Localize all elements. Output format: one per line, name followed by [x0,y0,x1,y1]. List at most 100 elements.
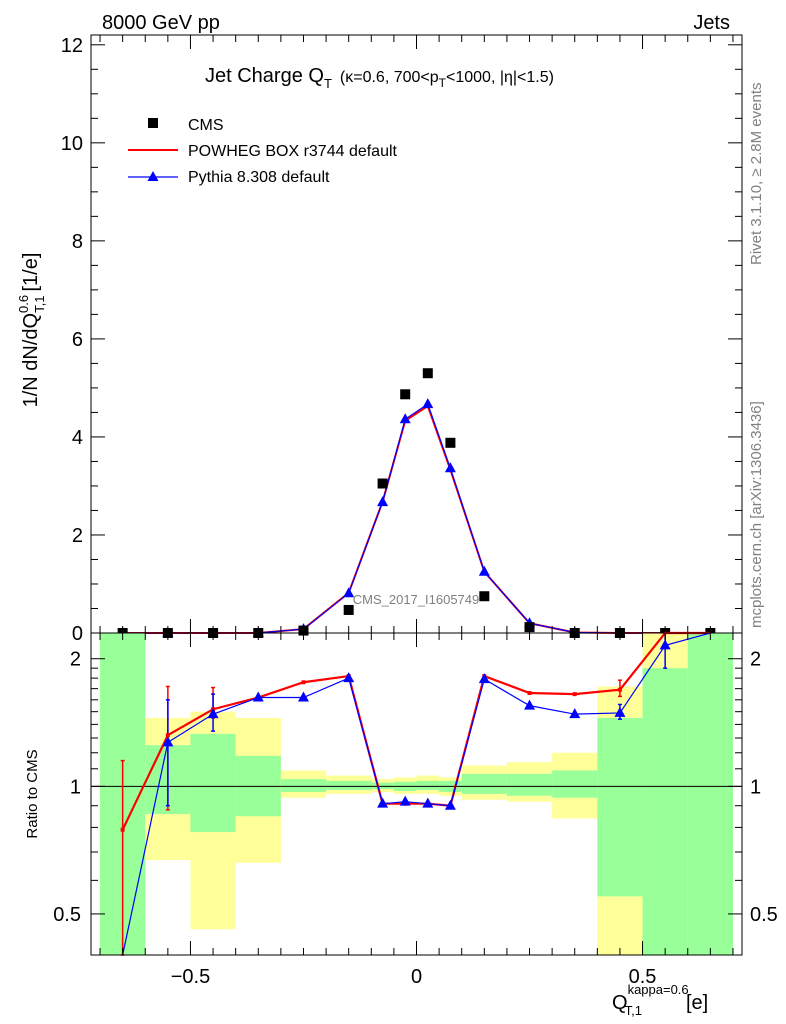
pythia-ratio-point [614,706,626,717]
main-y-tick-label: 2 [72,525,83,547]
header-process-label: Jets [693,12,730,34]
pythia-main-point [478,565,490,576]
legend-cms-label: CMS [188,117,224,134]
ratio-x-axis: −0.5 0 0.5 [99,633,734,988]
rivet-version-label: Rivet 3.1.10, ≥ 2.8M events [748,83,765,266]
ylabel-main: 1/N dN/dQ [20,313,42,407]
title-extra-sub: T [439,76,447,90]
ratio-y-axis-label: Ratio to CMS [24,749,41,838]
mcplots-credit-label: mcplots.cern.ch [arXiv:1306.3436] [748,401,765,628]
pythia-ratio-point [478,673,490,684]
legend-entry-powheg: POWHEG BOX r3744 default [128,143,398,160]
legend: CMS POWHEG BOX r3744 default Pythia 8.30… [128,117,398,186]
ratio-band-green [687,633,733,955]
ratio-band-green [280,779,327,792]
ylabel-sub: T,1 [32,296,47,313]
ratio-plot-marks [91,631,742,956]
x-axis-label: Qkappa=0.6 T,1 [e] [612,982,708,1018]
main-y-tick-label: 0 [72,623,83,645]
pythia-main-point [422,398,434,409]
x-tick-label: 0 [411,966,422,988]
ratio-band-green [326,780,372,791]
pythia-ratio-point [297,691,309,702]
main-y-axis: 0 2 4 6 8 10 12 [61,35,742,645]
powheg-ratio-point [527,691,532,696]
ratio-y-tick-label-right: 1 [750,776,761,798]
x-tick-label: −0.5 [171,966,210,988]
xlabel-unit: [e] [686,992,708,1014]
main-y-tick-label: 8 [72,231,83,253]
ratio-y-tick-label-right: 2 [750,649,761,671]
ylabel-unit: [1/e] [20,253,42,292]
ratio-band-green [642,668,688,955]
header-energy-label: 8000 GeV pp [102,12,220,34]
xlabel-sup: kappa=0.6 [628,982,689,997]
pythia-ratio-point [569,708,581,719]
pythia-ratio-point [524,699,536,710]
ratio-band-green [190,733,236,833]
ratio-y-tick-label: 1 [70,776,81,798]
main-x-ticks [99,35,734,633]
xlabel-sub: T,1 [625,1003,642,1018]
ratio-panel: 0.5 0.5 1 1 2 2 −0.5 0 0.5 Ratio to CMS Qkappa=… [24,631,778,1018]
pythia-ratio-point [343,672,355,683]
cms-data-point [479,591,490,602]
title-main: Jet Charge Q [205,65,324,87]
cms-data-point [422,368,433,379]
legend-powheg-label: POWHEG BOX r3744 default [188,143,398,160]
legend-pythia-label: Pythia 8.308 default [188,169,330,186]
legend-cms-marker [148,118,158,128]
pythia-main-point [444,462,456,473]
legend-entry-cms: CMS [148,117,224,134]
legend-pythia-marker [147,171,159,181]
title-extra: (κ=0.6, 700<p [340,69,439,86]
pythia-ratio-point [422,797,434,808]
cms-data-point [445,437,456,448]
ylabel-sup: 0.6 [16,295,31,313]
legend-entry-pythia: Pythia 8.308 default [128,169,330,186]
pythia-ratio-point [659,639,671,650]
ratio-y-axis: 0.5 0.5 1 1 2 2 [53,649,778,926]
powheg-ratio-point [120,827,125,832]
ratio-band-green [597,717,643,897]
pythia-main-point [377,496,389,507]
ratio-y-tick-label-right: 0.5 [750,904,778,926]
ratio-uncertainty-bands [100,633,733,955]
powheg-ratio-line [121,631,711,831]
chart-title: Jet Charge QT (κ=0.6, 700<pT<1000, |η|<1.… [205,65,554,91]
powheg-ratio-point [617,687,622,692]
pythia-main-point [343,587,355,598]
powheg-ratio-point [165,733,170,738]
cms-data-point [400,389,411,400]
pythia-main-point [399,413,411,424]
main-y-tick-label: 10 [61,133,83,155]
powheg-ratio-point [301,680,306,685]
ratio-y-tick-label: 0.5 [53,904,81,926]
main-y-tick-label: 6 [72,329,83,351]
main-y-tick-label: 4 [72,427,83,449]
ratio-band-green [461,773,507,794]
pythia-ratio-point [377,797,389,808]
pythia-ratio-point [444,799,456,810]
ratio-band-green [416,780,440,791]
main-y-axis-label: 1/N dN/dQ0.6T,1 [1/e] [16,253,47,408]
pythia-ratio-point [207,708,219,719]
pythia-ratio-line [122,632,711,956]
main-y-tick-label: 12 [61,35,83,57]
pythia-ratio-point [252,691,264,702]
cms-data-point [377,478,388,489]
ratio-band-green [552,770,598,798]
ratio-band-green [506,773,553,796]
pythia-ratio-point [399,795,411,806]
ratio-y-tick-label: 2 [70,649,81,671]
pythia-ratio-point [162,736,174,747]
analysis-watermark: CMS_2017_I1605749 [353,592,480,607]
title-sub: T [324,76,332,91]
title-extra2: <1000, |η|<1.5) [446,69,554,86]
x-tick-label: 0.5 [629,966,657,988]
xlabel-main: Q [612,992,628,1014]
cms-data-point [343,604,354,615]
powheg-ratio-point [572,692,577,697]
